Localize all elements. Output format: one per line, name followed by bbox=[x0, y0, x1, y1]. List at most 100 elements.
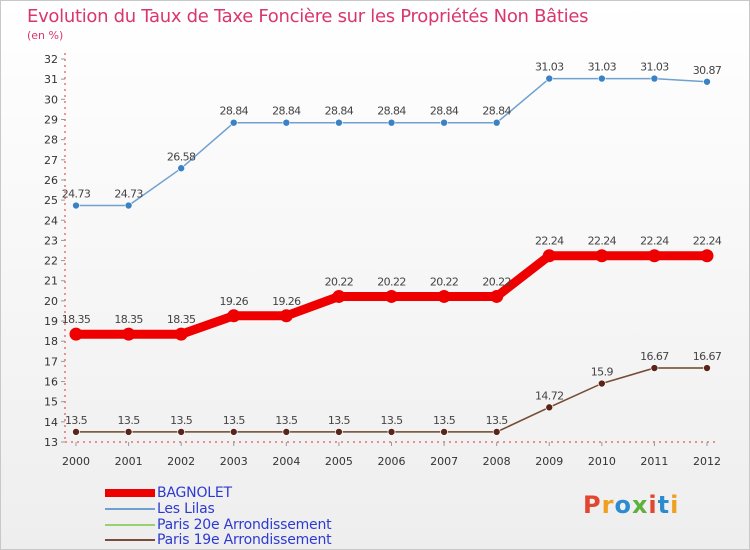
data-label: 24.73 bbox=[114, 188, 143, 201]
legend-label-paris-20e: Paris 20e Arrondissement bbox=[157, 517, 332, 533]
logo-letter: i bbox=[670, 491, 680, 519]
y-tick-label: 25 bbox=[44, 194, 58, 207]
data-label: 14.72 bbox=[535, 389, 564, 402]
legend-swatch-bagnolet bbox=[105, 489, 155, 497]
series-point-1 bbox=[282, 118, 291, 127]
logo-letter: i bbox=[648, 491, 658, 519]
x-tick-label: 2010 bbox=[588, 455, 616, 468]
series-point-1 bbox=[440, 118, 448, 127]
chart-subtitle: (en %) bbox=[27, 29, 64, 42]
x-tick-label: 2009 bbox=[535, 455, 563, 468]
series-points bbox=[69, 74, 714, 436]
series-point-3 bbox=[650, 364, 659, 372]
x-tick-label: 2005 bbox=[325, 455, 353, 468]
y-tick-label: 32 bbox=[44, 53, 58, 66]
y-tick-label: 22 bbox=[44, 255, 58, 268]
data-labels: 24.73 24.73 26.58 28.84 28.84 28.84 28.84 28.84… bbox=[62, 61, 723, 427]
series-point-3 bbox=[440, 428, 448, 436]
x-tick-label: 2011 bbox=[640, 455, 668, 468]
series-line-1 bbox=[76, 77, 708, 207]
proxiti-logo: Proxiti bbox=[583, 491, 679, 519]
y-tick-label: 31 bbox=[44, 73, 58, 86]
series-point-0 bbox=[227, 309, 241, 323]
series-point-0 bbox=[385, 289, 398, 303]
y-tick-label: 13 bbox=[44, 436, 58, 449]
legend-label-bagnolet: BAGNOLET bbox=[157, 485, 232, 501]
series-point-0 bbox=[437, 289, 451, 303]
data-label: 31.03 bbox=[588, 61, 617, 74]
series-point-3 bbox=[703, 364, 711, 372]
y-tick-label: 16 bbox=[44, 376, 58, 389]
logo-letter: x bbox=[631, 491, 649, 519]
series-point-3 bbox=[545, 403, 554, 412]
series-point-3 bbox=[177, 428, 185, 436]
series-point-0 bbox=[700, 249, 714, 263]
legend-swatch-paris-19e bbox=[105, 539, 155, 541]
series-point-0 bbox=[122, 327, 136, 341]
data-label: 13.5 bbox=[118, 414, 141, 427]
y-tick-label: 28 bbox=[44, 134, 58, 147]
data-label: 13.5 bbox=[328, 414, 351, 427]
series-point-1 bbox=[229, 118, 238, 127]
legend-item-bagnolet[interactable]: BAGNOLET bbox=[105, 485, 232, 501]
legend-label-les-lilas: Les Lilas bbox=[157, 501, 215, 517]
series-point-1 bbox=[650, 74, 659, 83]
x-tick-label: 2012 bbox=[693, 455, 721, 468]
data-label: 22.24 bbox=[535, 235, 564, 248]
series-point-0 bbox=[69, 327, 83, 341]
data-label: 18.35 bbox=[62, 313, 91, 326]
data-label: 22.24 bbox=[693, 235, 722, 248]
data-label: 13.5 bbox=[433, 414, 456, 427]
y-tick-label: 24 bbox=[44, 214, 58, 227]
data-label: 30.87 bbox=[693, 64, 722, 77]
data-label: 18.35 bbox=[167, 313, 196, 326]
x-tick-label: 2000 bbox=[62, 455, 90, 468]
x-tick-label: 2004 bbox=[272, 455, 300, 468]
data-label: 24.73 bbox=[62, 188, 91, 201]
series-point-0 bbox=[542, 249, 556, 263]
legend-item-les-lilas[interactable]: Les Lilas bbox=[105, 501, 215, 517]
series-point-1 bbox=[545, 74, 554, 83]
series-point-3 bbox=[598, 379, 606, 388]
series-point-3 bbox=[229, 428, 238, 436]
legend-item-paris-20e[interactable]: Paris 20e Arrondissement bbox=[105, 517, 332, 533]
data-label: 13.5 bbox=[223, 414, 246, 427]
data-label: 18.35 bbox=[114, 313, 143, 326]
x-tick-label: 2001 bbox=[115, 455, 143, 468]
data-label: 22.24 bbox=[588, 235, 617, 248]
series-point-0 bbox=[595, 249, 609, 263]
logo-letter: P bbox=[583, 491, 602, 519]
data-label: 28.84 bbox=[272, 105, 301, 118]
data-label: 15.9 bbox=[591, 366, 614, 379]
chart-title: Evolution du Taux de Taxe Foncière sur l… bbox=[27, 6, 589, 27]
series-point-1 bbox=[72, 201, 80, 210]
data-label: 31.03 bbox=[640, 61, 669, 74]
logo-letter: t bbox=[657, 491, 671, 519]
series-point-3 bbox=[387, 428, 396, 436]
legend-label-paris-19e: Paris 19e Arrondissement bbox=[157, 532, 332, 548]
x-tick-label: 2003 bbox=[220, 455, 248, 468]
y-tick-label: 20 bbox=[44, 295, 58, 308]
series-point-1 bbox=[124, 201, 133, 210]
data-label: 13.5 bbox=[65, 414, 88, 427]
data-label: 13.5 bbox=[486, 414, 509, 427]
x-tick-label: 2002 bbox=[167, 455, 195, 468]
x-tick-label: 2007 bbox=[430, 455, 458, 468]
series-point-3 bbox=[72, 428, 80, 436]
y-tick-label: 15 bbox=[44, 396, 58, 409]
series-lines bbox=[76, 77, 708, 433]
data-label: 28.84 bbox=[220, 105, 249, 118]
series-point-1 bbox=[703, 77, 711, 86]
series-point-1 bbox=[387, 118, 396, 127]
series-point-0 bbox=[490, 289, 504, 303]
data-label: 28.84 bbox=[377, 105, 406, 118]
y-tick-label: 21 bbox=[44, 275, 58, 288]
y-tick-label: 26 bbox=[44, 174, 58, 187]
legend-swatch-paris-20e bbox=[105, 524, 155, 526]
data-label: 28.84 bbox=[325, 105, 354, 118]
legend-item-paris-19e[interactable]: Paris 19e Arrondissement bbox=[105, 532, 332, 548]
legend-swatch-les-lilas bbox=[105, 508, 155, 510]
series-point-1 bbox=[598, 74, 606, 83]
data-label: 16.67 bbox=[693, 350, 722, 363]
logo-letter: o bbox=[614, 491, 632, 519]
